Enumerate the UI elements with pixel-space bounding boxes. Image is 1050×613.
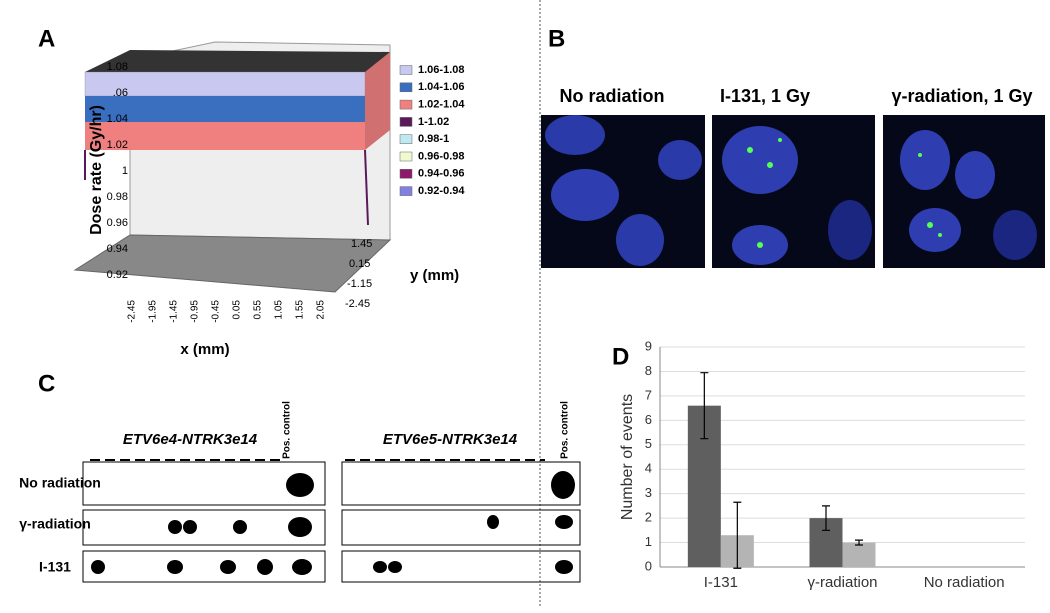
legend-swatch	[399, 186, 413, 196]
panel-label: A	[38, 25, 55, 52]
x-tick-label: 0.05	[232, 300, 243, 320]
x-tick-label: -2.45	[127, 300, 138, 323]
legend-swatch	[399, 169, 413, 179]
x-tick-label: -1.95	[148, 300, 159, 323]
y-tick-label: 8	[645, 363, 652, 378]
legend-swatch	[399, 117, 413, 127]
y-tick-label: 3	[645, 485, 652, 500]
y-axis-label: Number of events	[619, 394, 636, 520]
x-tick-label: No radiation	[924, 574, 1005, 591]
legend-label: 1-1.02	[418, 116, 449, 128]
y-tick-label: 7	[645, 387, 652, 402]
panel-label: D	[612, 343, 629, 370]
x-tick-label: -0.45	[211, 300, 222, 323]
bar	[842, 542, 876, 567]
image-title: No radiation	[559, 86, 664, 106]
y-tick-label: -2.45	[345, 298, 370, 310]
surface-3d	[73, 41, 392, 293]
x-tick-label: 1.55	[295, 300, 306, 320]
y-tick-label: 1.45	[351, 238, 372, 250]
x-tick-label: 0.55	[253, 300, 264, 320]
y-tick-label: 9	[645, 338, 652, 353]
control-label: Pos. control	[560, 401, 571, 459]
error-bar	[700, 372, 709, 440]
legend-label: 0.94-0.96	[418, 168, 464, 180]
gene-label: ETV6e4-NTRK3e14	[123, 431, 258, 448]
z-tick-label: 0.92	[107, 269, 128, 281]
z-tick-label: .06	[113, 87, 128, 99]
panel-label: C	[38, 370, 55, 397]
y-tick-label: 0.15	[349, 258, 370, 270]
legend-label: 1.02-1.04	[418, 99, 465, 111]
error-bar	[733, 501, 742, 569]
z-axis-label: Dose rate (Gy/hr)	[88, 105, 105, 235]
z-tick-label: 1.04	[107, 113, 128, 125]
x-tick-label: 2.05	[316, 300, 327, 320]
z-tick-label: 1	[122, 165, 128, 177]
legend-swatch	[399, 65, 413, 75]
legend-swatch	[399, 151, 413, 162]
y-tick-label: 4	[645, 461, 652, 476]
control-label: Pos. control	[282, 401, 293, 459]
x-tick-label: -1.45	[169, 300, 180, 323]
micrographs	[541, 115, 1045, 268]
legend-label: 0.92-0.94	[418, 185, 465, 197]
x-tick-label: γ-radiation	[807, 574, 877, 591]
y-tick-label: 5	[645, 436, 652, 451]
y-tick-label: -1.15	[347, 278, 372, 290]
legend-swatch	[399, 99, 413, 110]
error-bar	[822, 505, 830, 531]
row-label: I-131	[39, 559, 71, 575]
z-tick-label: 0.98	[107, 191, 128, 203]
z-tick-label: 1.02	[107, 139, 128, 151]
x-axis-label: x (mm)	[180, 341, 229, 358]
panel-label: B	[548, 25, 565, 52]
legend-swatch	[399, 82, 413, 93]
y-tick-label: 1	[645, 534, 652, 549]
legend-swatch	[399, 134, 413, 144]
error-bar	[855, 539, 863, 546]
row-label: γ-radiation	[19, 516, 91, 532]
x-tick-label: I-131	[704, 574, 738, 591]
legend-label: 1.04-1.06	[418, 81, 464, 93]
blots	[82, 459, 581, 583]
y-tick-label: 0	[645, 558, 652, 573]
image-title: I-131, 1 Gy	[720, 86, 810, 106]
y-tick-label: 2	[645, 510, 652, 525]
legend-label: 0.98-1	[418, 133, 449, 145]
legend-label: 1.06-1.08	[418, 64, 464, 76]
x-tick-label: -0.95	[190, 300, 201, 323]
x-tick-label: 1.05	[274, 300, 285, 320]
y-tick-label: 6	[645, 412, 652, 427]
gene-label: ETV6e5-NTRK3e14	[383, 431, 518, 448]
z-tick-label: 0.94	[107, 243, 128, 255]
image-title: γ-radiation, 1 Gy	[891, 86, 1032, 106]
z-tick-label: 1.08	[107, 61, 128, 73]
row-label: No radiation	[19, 475, 101, 491]
y-axis-label: y (mm)	[410, 267, 459, 284]
z-tick-label: 0.96	[107, 217, 128, 229]
legend-label: 0.96-0.98	[418, 150, 464, 162]
